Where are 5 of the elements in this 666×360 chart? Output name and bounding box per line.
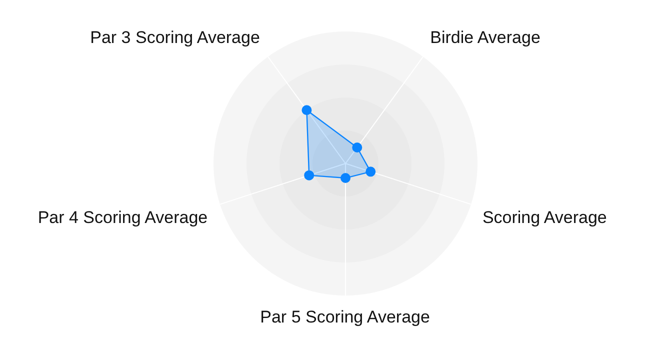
spoke-label: Birdie Average <box>430 28 540 47</box>
spoke-label: Par 3 Scoring Average <box>90 28 260 47</box>
spoke-label: Par 4 Scoring Average <box>38 208 208 227</box>
spoke-label: Par 5 Scoring Average <box>260 308 430 326</box>
spoke-label: Scoring Average <box>482 208 607 227</box>
